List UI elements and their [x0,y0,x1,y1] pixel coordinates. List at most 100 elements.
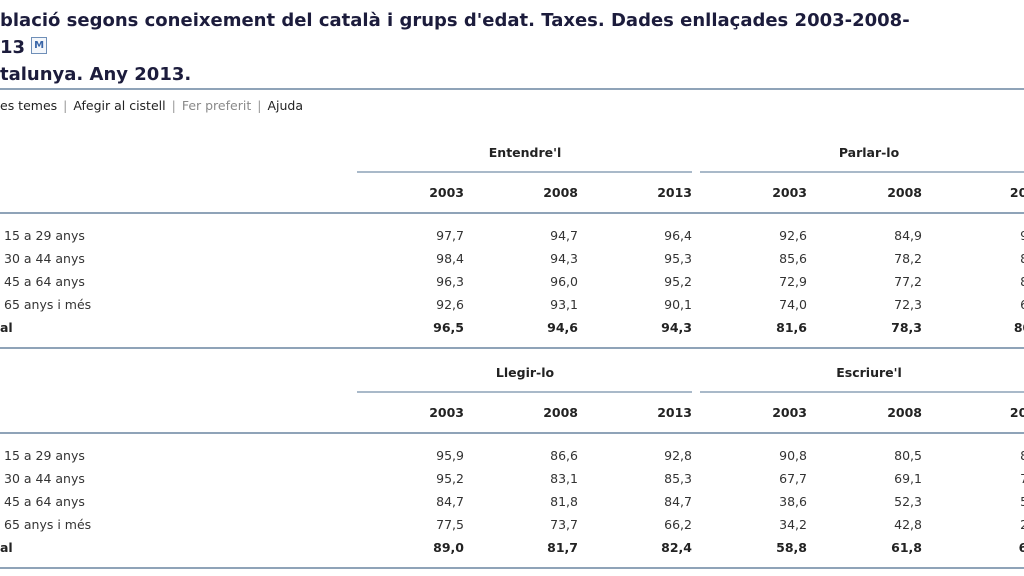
table-cell: 82,4 [661,540,692,555]
table-cell: 72,9 [779,274,807,289]
table-cell: 66 [936,297,1024,313]
group-underline [357,171,692,173]
table-cell: 67,7 [779,471,807,486]
table-cell: 92 [936,228,1024,244]
table-cell: 80 [936,274,1024,290]
table-cell: 95,2 [436,471,464,486]
page-title-line-1: blació segons coneixement del català i g… [0,10,910,31]
column-header-year: 2013 [657,405,692,420]
table-cell: 78,3 [891,320,922,335]
table-bottom-border [0,567,1024,569]
row-label: 65 anys i més [4,517,92,532]
table-cell: 78,2 [894,251,922,266]
table-cell: 81,6 [776,320,807,335]
row-label: 15 a 29 anys [4,228,85,243]
column-header-year: 2003 [772,405,807,420]
column-header-year: 201 [1009,405,1024,420]
table-cell: 95,9 [436,448,464,463]
table-cell: 29 [936,517,1024,533]
table-cell: 90,1 [664,297,692,312]
column-header-year: 2008 [543,185,578,200]
table-cell: 96,5 [433,320,464,335]
page-subtitle: talunya. Any 2013. [0,64,192,85]
table-cell: 82 [936,251,1024,267]
table-cell: 96,3 [436,274,464,289]
link-separator: | [257,98,262,113]
table-cell: 77,2 [894,274,922,289]
column-header-year: 2013 [657,185,692,200]
link-es-temes[interactable]: es temes [0,98,58,113]
table-cell: 53 [936,494,1024,510]
table-cell: 80,5 [894,448,922,463]
header-divider [0,432,1024,434]
table-cell: 97,7 [436,228,464,243]
row-label: 15 a 29 anys [4,448,85,463]
table-cell: 88 [936,448,1024,464]
group-underline [357,391,692,393]
table-cell: 92,6 [779,228,807,243]
column-header-year: 2008 [887,185,922,200]
group-header: Llegir-lo [495,365,555,380]
table-cell: 74,0 [779,297,807,312]
link-fer-preferit: Fer preferit [181,98,252,113]
row-label: al [0,320,13,335]
column-header-year: 2003 [429,185,464,200]
link-separator: | [171,98,176,113]
table-cell: 81,7 [547,540,578,555]
table-cell: 94,7 [550,228,578,243]
row-label: 45 a 64 anys [4,494,85,509]
link-afegir-al-cistell[interactable]: Afegir al cistell [73,98,166,113]
group-underline [700,391,1024,393]
table-cell: 42,8 [894,517,922,532]
row-label: 30 a 44 anys [4,251,85,266]
link-ajuda[interactable]: Ajuda [267,98,303,113]
link-separator: | [63,98,68,113]
table-cell: 72 [936,471,1024,487]
table-bottom-border [0,347,1024,349]
table-cell: 96,4 [664,228,692,243]
table-cell: 38,6 [779,494,807,509]
table-cell: 84,9 [894,228,922,243]
column-header-year: 2008 [543,405,578,420]
table-cell: 52,3 [894,494,922,509]
table-cell: 69,1 [894,471,922,486]
table-cell: 58,8 [776,540,807,555]
table-cell: 95,3 [664,251,692,266]
group-header: Parlar-lo [838,145,900,160]
table-cell: 94,6 [547,320,578,335]
table-cell: 80, [1013,320,1024,335]
page-title-year: 13 [0,37,26,58]
page-title-line-2: 13 M [0,37,48,59]
table-cell: 73,7 [550,517,578,532]
header-divider [0,212,1024,214]
column-header-year: 2003 [429,405,464,420]
table-cell: 94,3 [661,320,692,335]
table-cell: 72,3 [894,297,922,312]
table-cell: 93,1 [550,297,578,312]
table-cell: 92,8 [664,448,692,463]
table-cell: 92,6 [436,297,464,312]
group-header: Entendre'l [488,145,562,160]
table-cell: 77,5 [436,517,464,532]
table-cell: 96,0 [550,274,578,289]
table-cell: 98,4 [436,251,464,266]
table-cell: 84,7 [664,494,692,509]
column-header-year: 2008 [887,405,922,420]
table-cell: 85,3 [664,471,692,486]
table-cell: 61,8 [891,540,922,555]
metadata-icon[interactable]: M [31,37,48,54]
table-cell: 95,2 [664,274,692,289]
group-header: Escriure'l [836,365,902,380]
row-label: 30 a 44 anys [4,471,85,486]
table-cell: 83,1 [550,471,578,486]
row-label: al [0,540,13,555]
table-cell: 90,8 [779,448,807,463]
table-cell: 66,2 [664,517,692,532]
table-cell: 94,3 [550,251,578,266]
row-label: 65 anys i més [4,297,92,312]
column-header-year: 201 [1009,185,1024,200]
group-underline [700,171,1024,173]
action-links: es temes | Afegir al cistell | Fer preferit |… [0,98,303,113]
table-cell: 86,6 [550,448,578,463]
row-label: 45 a 64 anys [4,274,85,289]
